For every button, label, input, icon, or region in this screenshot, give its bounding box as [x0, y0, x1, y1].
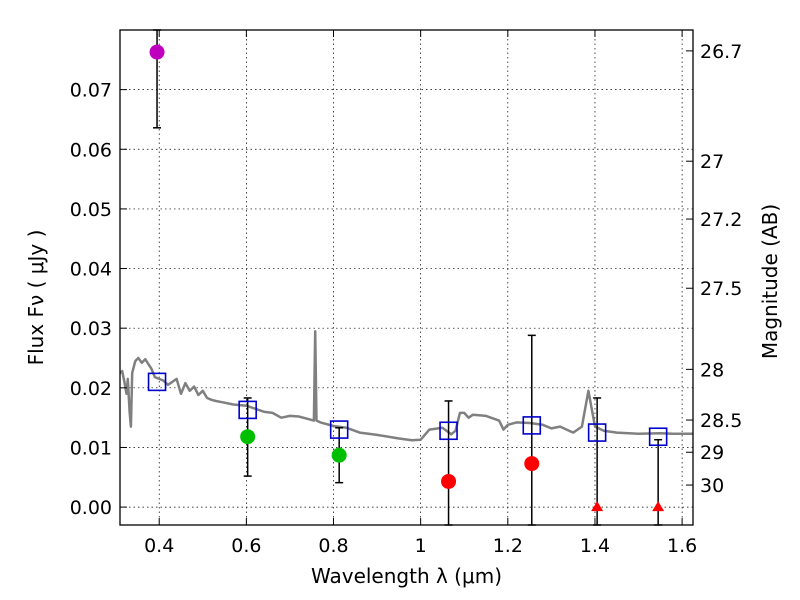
right-tick-label: 27.5 [700, 278, 742, 300]
x-tick-label: 0.6 [231, 535, 261, 557]
model-spectrum-layer [119, 329, 693, 442]
model-flux-square [329, 420, 349, 439]
model-flux-square [238, 400, 257, 420]
y-axis-label: Flux Fν ( μJy ) [24, 230, 48, 366]
right-tick-label: 30 [700, 475, 724, 497]
observed-flux-point [240, 429, 256, 445]
marker-layer [147, 44, 668, 512]
observed-flux-point [149, 44, 165, 60]
model-spectrum-line [119, 329, 693, 442]
y-tick-label: 0.07 [70, 80, 112, 102]
right-tick-label: 26.7 [700, 41, 742, 63]
tick-layer: 0.4 0.6 0.8 1 1.2 1.4 1.6 0.00 0.01 0.02 0.03 0.04 0… [70, 30, 742, 557]
right-axis-label: Magnitude (AB) [758, 204, 782, 359]
grid [120, 30, 693, 525]
y-tick-label: 0.04 [70, 259, 112, 281]
right-tick-label: 29 [700, 442, 724, 464]
y-tick-label: 0.03 [70, 318, 112, 340]
observed-flux-point [524, 456, 540, 472]
observed-flux-point [441, 473, 457, 489]
y-tick-label: 0.05 [70, 199, 112, 221]
observed-flux-point [331, 447, 347, 463]
model-flux-square [522, 416, 542, 435]
model-flux-square [587, 423, 607, 442]
x-tick-label: 0.8 [318, 535, 348, 557]
right-tick-label: 27.2 [700, 209, 742, 231]
x-tick-label: 1.2 [493, 535, 523, 557]
model-flux-square [648, 427, 668, 447]
x-tick-label: 1 [415, 535, 427, 557]
x-tick-label: 1.4 [580, 535, 610, 557]
model-flux-square [147, 372, 167, 392]
model-flux-square [439, 421, 458, 441]
x-tick-label: 0.4 [144, 535, 174, 557]
plot-frame [119, 29, 694, 526]
y-tick-label: 0.02 [70, 378, 112, 400]
upper-limit-triangle [591, 501, 604, 512]
right-tick-label: 27 [700, 151, 724, 173]
y-tick-label: 0.00 [70, 497, 112, 519]
x-tick-label: 1.6 [667, 535, 697, 557]
upper-limit-triangle [652, 501, 665, 512]
y-tick-label: 0.06 [70, 139, 112, 161]
right-tick-label: 28 [700, 359, 724, 381]
x-axis-label: Wavelength λ (μm) [311, 564, 502, 588]
right-tick-label: 28.5 [700, 410, 742, 432]
y-tick-label: 0.01 [70, 437, 112, 459]
